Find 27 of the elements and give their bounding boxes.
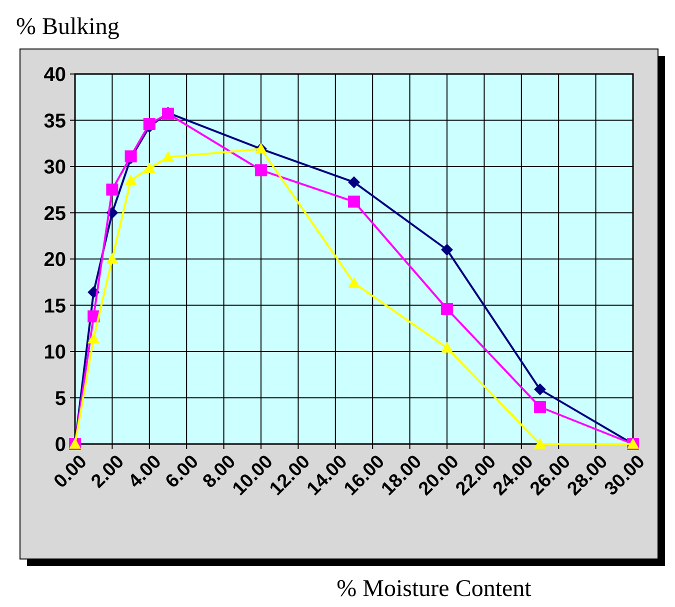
y-tick-label: 5 bbox=[54, 388, 66, 410]
point bbox=[255, 164, 267, 176]
point bbox=[88, 332, 100, 344]
y-tick-label: 30 bbox=[44, 156, 66, 178]
point bbox=[348, 196, 360, 208]
y-tick-label: 20 bbox=[44, 249, 66, 271]
point bbox=[534, 401, 546, 413]
point bbox=[143, 118, 156, 130]
point bbox=[534, 383, 546, 396]
point bbox=[348, 176, 360, 188]
point bbox=[162, 151, 174, 162]
y-axis-title: % Bulking bbox=[16, 14, 120, 40]
point bbox=[348, 277, 360, 288]
point bbox=[441, 302, 453, 315]
y-tick-label: 15 bbox=[44, 295, 66, 318]
point bbox=[143, 162, 156, 174]
point bbox=[441, 244, 453, 256]
point bbox=[534, 438, 546, 449]
y-tick-label: 35 bbox=[44, 110, 66, 132]
point bbox=[106, 253, 118, 264]
point bbox=[124, 174, 137, 186]
x-axis-title: % Moisture Content bbox=[336, 576, 532, 602]
point bbox=[441, 342, 453, 353]
y-tick-label: 40 bbox=[44, 64, 66, 86]
y-tick-label: 25 bbox=[44, 202, 66, 225]
point bbox=[106, 184, 118, 196]
y-tick-label: 10 bbox=[44, 342, 66, 364]
